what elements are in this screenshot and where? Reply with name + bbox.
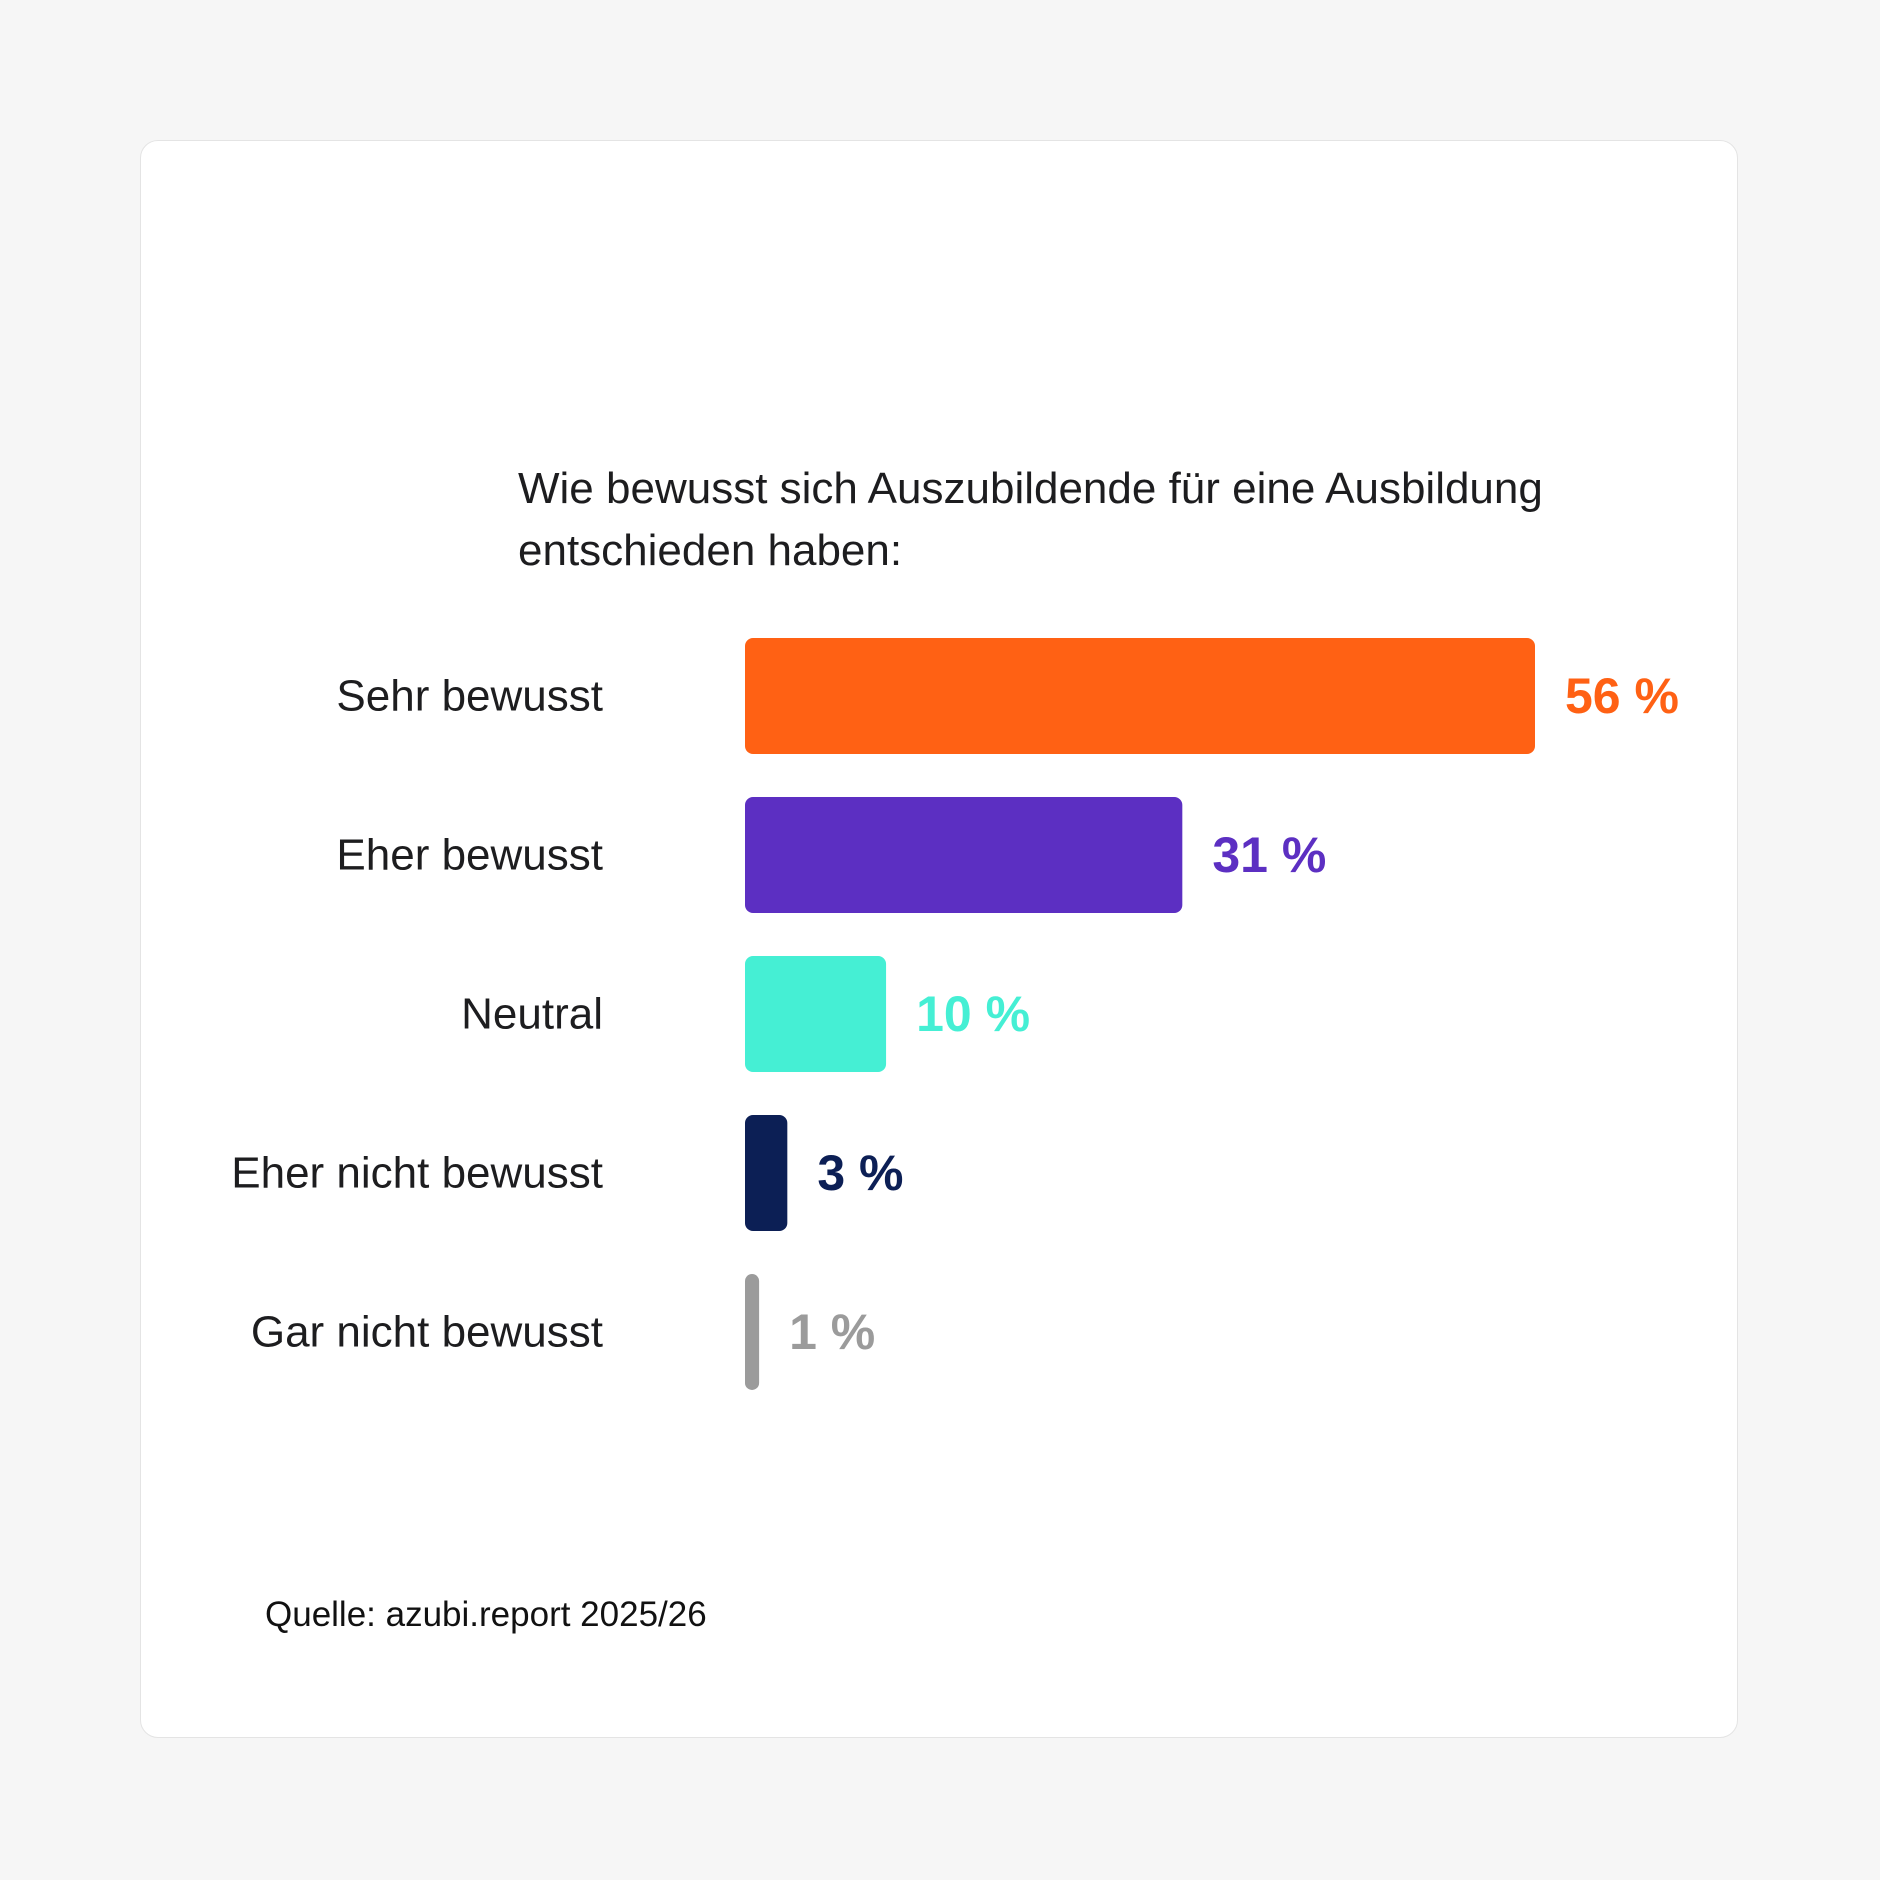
chart-title: Wie bewusst sich Auszubildende für eine …	[518, 464, 1543, 575]
category-label: Eher nicht bewusst	[231, 1149, 603, 1198]
source-note: Quelle: azubi.report 2025/26	[265, 1595, 707, 1634]
bar	[745, 638, 1535, 754]
value-label: 10 %	[916, 986, 1030, 1042]
bar	[745, 797, 1183, 913]
category-label: Neutral	[461, 990, 603, 1039]
bar	[745, 1115, 788, 1231]
bar	[745, 956, 887, 1072]
value-label: 3 %	[817, 1145, 903, 1201]
category-label: Gar nicht bewusst	[251, 1308, 603, 1357]
chart-card	[140, 140, 1738, 1738]
category-label: Sehr bewusst	[336, 672, 603, 721]
value-label: 31 %	[1212, 827, 1326, 883]
category-label: Eher bewusst	[336, 831, 603, 880]
value-label: 1 %	[789, 1304, 875, 1360]
value-label: 56 %	[1565, 668, 1679, 724]
bar	[745, 1274, 760, 1390]
